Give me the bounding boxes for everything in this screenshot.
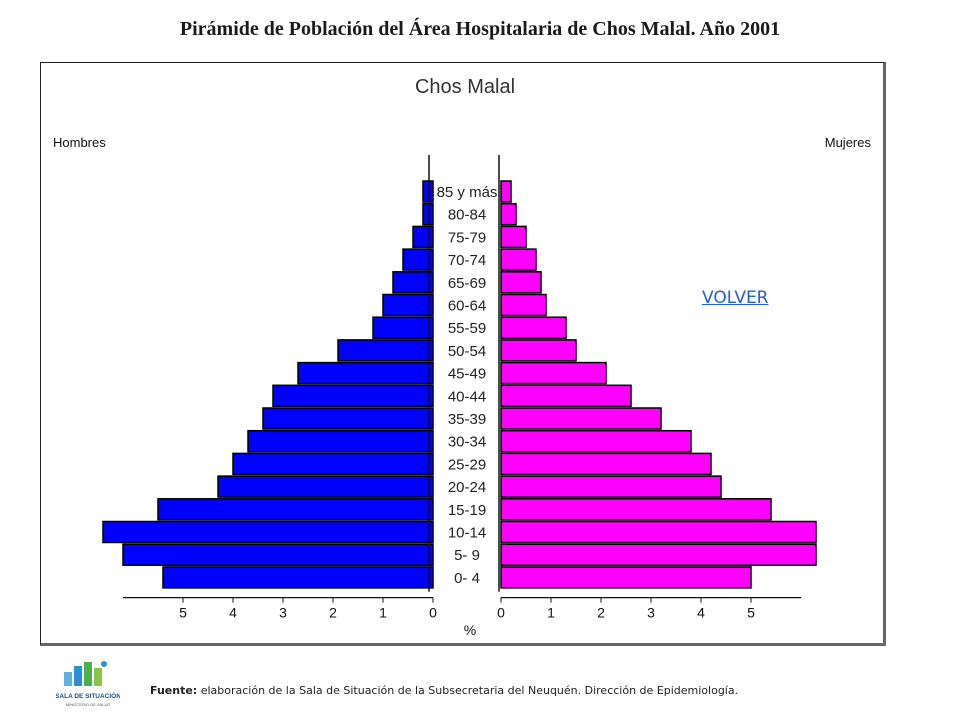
bar-hombres <box>392 271 434 294</box>
bar-mujeres <box>500 429 692 453</box>
hombres-bars <box>102 180 434 589</box>
source-text: elaboración de la Sala de Situación de l… <box>200 684 739 697</box>
x-tick-label-hombres: 0 <box>429 605 437 621</box>
bar-mujeres <box>500 566 752 589</box>
population-pyramid-chart: Chos Malal Hombres Mujeres 85 y más 80-84… <box>53 76 872 638</box>
x-tick-label-hombres: 2 <box>329 605 337 621</box>
bar-hombres <box>232 452 434 476</box>
bar-hombres <box>337 339 434 362</box>
bar-hombres <box>422 180 434 203</box>
x-tick-label-hombres: 5 <box>179 605 187 621</box>
x-tick-label-hombres: 4 <box>229 605 237 621</box>
logo-subtitle: MINISTERIO DE SALUD <box>66 702 111 707</box>
bar-mujeres <box>500 316 567 339</box>
bar-mujeres <box>500 475 722 498</box>
source-note: Fuente: elaboración de la Sala de Situac… <box>150 684 738 697</box>
mujeres-bars <box>500 180 817 589</box>
bar-hombres <box>247 429 434 453</box>
x-tick-label-hombres: 1 <box>379 605 387 621</box>
bar-hombres <box>412 225 434 249</box>
age-group-labels: 85 y más 80-84 75-79 70-74 65-69 60-64 55-59 50… <box>437 184 498 587</box>
bar-mujeres <box>500 225 527 249</box>
chart-axes: 0 0 1 1 2 2 3 3 4 4 5 5 <box>123 155 801 621</box>
bar-mujeres <box>500 384 632 408</box>
age-group-label: 25-29 <box>448 456 486 473</box>
sala-de-situacion-logo-icon: SALA DE SITUACIÓN MINISTERIO DE SALUD <box>56 661 120 707</box>
age-group-label: 50-54 <box>448 343 486 360</box>
bar-hombres <box>157 498 434 521</box>
age-group-label: 35-39 <box>448 411 486 428</box>
x-tick-label-mujeres: 0 <box>497 605 505 621</box>
bar-mujeres <box>500 202 517 226</box>
bar-mujeres <box>500 452 712 476</box>
bar-hombres <box>162 566 434 589</box>
x-tick-label-mujeres: 5 <box>747 605 755 621</box>
x-tick-label-hombres: 3 <box>279 605 287 621</box>
age-group-label: 75-79 <box>448 229 486 246</box>
age-group-label: 85 y más <box>437 184 498 201</box>
bar-hombres <box>122 543 434 566</box>
bar-hombres <box>272 384 434 408</box>
age-group-label: 30-34 <box>448 434 486 451</box>
age-group-label: 40-44 <box>448 388 486 405</box>
bar-hombres <box>422 202 434 226</box>
bar-mujeres <box>500 293 547 317</box>
age-group-label: 20-24 <box>448 479 486 496</box>
bar-hombres <box>217 475 434 498</box>
bar-hombres <box>102 520 434 544</box>
bar-mujeres <box>500 361 607 385</box>
age-group-label: 0- 4 <box>454 570 480 587</box>
bar-mujeres <box>500 339 577 362</box>
bar-mujeres <box>500 407 662 430</box>
mujeres-label: Mujeres <box>825 135 872 150</box>
page-title: Pirámide de Población del Área Hospitala… <box>179 18 781 40</box>
x-tick-label-mujeres: 2 <box>597 605 605 621</box>
age-group-label: 15-19 <box>448 502 486 519</box>
age-group-label: 65-69 <box>448 275 486 292</box>
age-group-label: 80-84 <box>448 207 486 224</box>
volver-link[interactable]: VOLVER <box>702 288 769 308</box>
logo-title: SALA DE SITUACIÓN <box>56 691 120 700</box>
age-group-label: 45-49 <box>448 366 486 383</box>
age-group-label: 5- 9 <box>454 547 480 564</box>
source-label: Fuente: <box>150 684 198 697</box>
chart-frame: Chos Malal Hombres Mujeres 85 y más 80-84… <box>40 62 886 646</box>
bar-mujeres <box>500 498 772 521</box>
bar-mujeres <box>500 180 512 203</box>
x-tick-label-mujeres: 3 <box>647 605 655 621</box>
x-axis-label: % <box>464 622 476 638</box>
age-group-label: 60-64 <box>448 298 486 315</box>
bar-mujeres <box>500 271 542 294</box>
hombres-label: Hombres <box>53 135 106 150</box>
chart-title: Chos Malal <box>415 76 515 98</box>
bar-hombres <box>382 293 434 317</box>
bar-mujeres <box>500 248 537 271</box>
bar-hombres <box>402 248 434 271</box>
x-tick-label-mujeres: 4 <box>697 605 705 621</box>
bar-hombres <box>372 316 434 339</box>
age-group-label: 70-74 <box>448 252 486 269</box>
bar-mujeres <box>500 520 817 544</box>
bar-hombres <box>297 361 434 385</box>
age-group-label: 10-14 <box>448 525 486 542</box>
bar-hombres <box>262 407 434 430</box>
x-tick-label-mujeres: 1 <box>547 605 555 621</box>
age-group-label: 55-59 <box>448 320 486 337</box>
bar-mujeres <box>500 543 817 566</box>
